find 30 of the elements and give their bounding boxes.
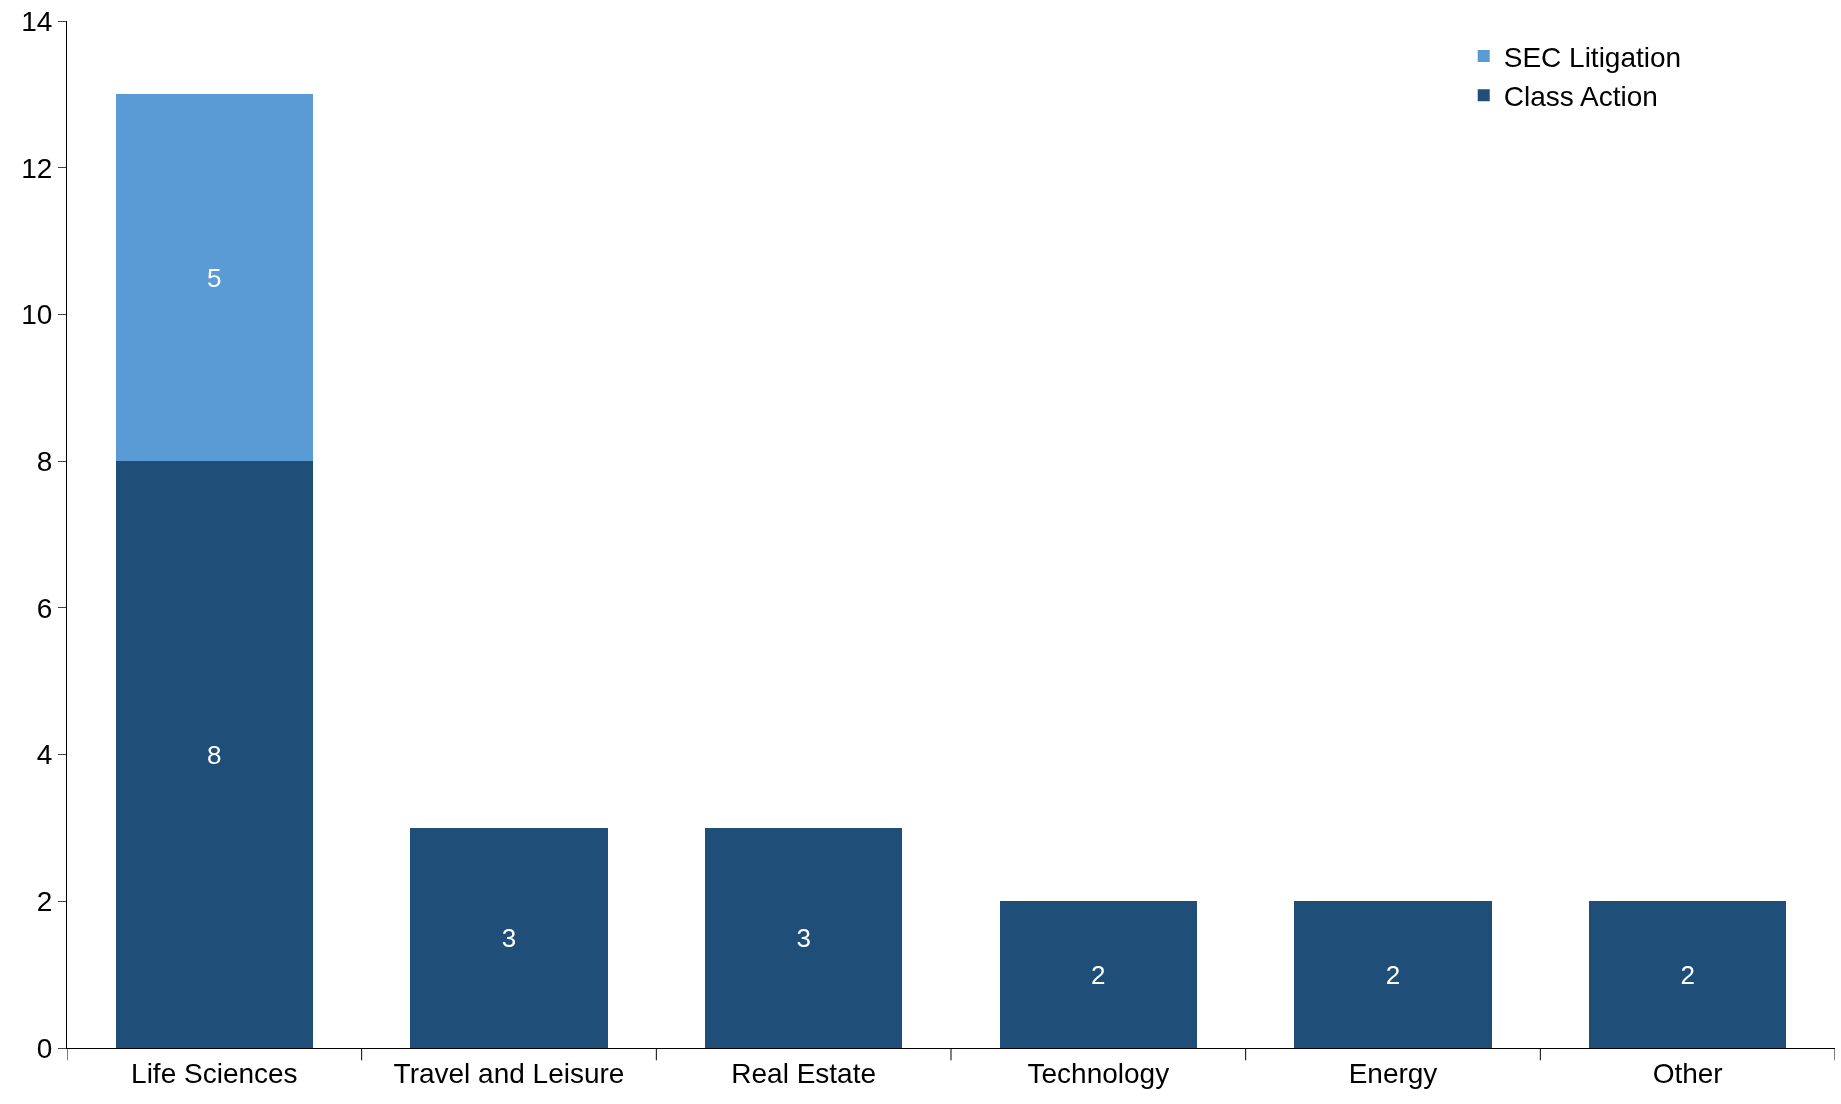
data-label: 3 [796,922,811,953]
y-tick-label: 12 [21,152,53,184]
data-label: 8 [207,739,222,770]
y-tick-label: 6 [36,592,53,624]
y-tick-label: 14 [21,5,53,37]
x-tick-label: Energy [1348,1057,1438,1089]
bar [1588,901,1787,1048]
data-label: 2 [1385,959,1401,990]
data-label: 2 [1091,959,1106,990]
x-tick-label: Real Estate [731,1057,877,1089]
legend-label: Class Action [1503,81,1658,113]
legend-label: SEC Litigation [1503,41,1682,73]
bar [704,827,903,1048]
bar [1294,901,1492,1048]
bar [115,461,314,1048]
bar [999,901,1198,1048]
data-label: 3 [501,922,517,953]
x-tick-label: Travel and Leisure [393,1057,625,1089]
y-tick-label: 0 [36,1032,53,1064]
y-tick-label: 4 [36,739,53,771]
data-label: 5 [207,262,222,293]
x-tick-label: Life Sciences [131,1057,298,1089]
y-tick-label: 10 [21,299,53,331]
y-tick-label: 8 [36,445,53,477]
bar [115,94,314,462]
data-label: 2 [1680,959,1695,990]
y-tick-label: 2 [36,886,53,918]
bar [410,827,608,1048]
x-tick-label: Technology [1027,1057,1170,1089]
x-tick-label: Other [1652,1057,1723,1089]
